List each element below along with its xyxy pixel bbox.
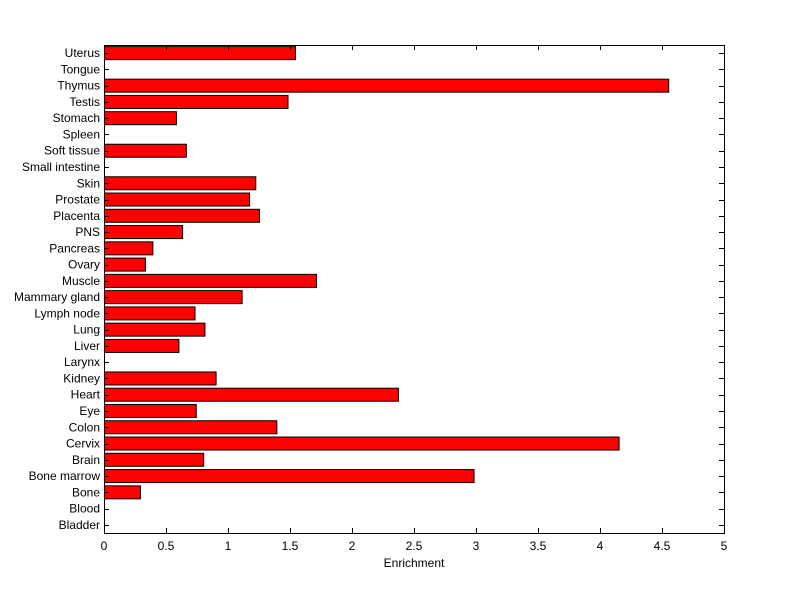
bar-cervix xyxy=(104,436,620,451)
y-tick-label: Soft tissue xyxy=(44,144,100,158)
x-axis-title: Enrichment xyxy=(384,556,445,570)
y-tick-label: Lymph node xyxy=(34,306,100,320)
bar-prostate xyxy=(104,192,251,207)
bar-lymph-node xyxy=(104,306,196,321)
y-tick-label: Eye xyxy=(79,404,100,418)
y-tick-label: Pancreas xyxy=(49,241,100,255)
bar-bone-marrow xyxy=(104,469,475,484)
y-tick-label: Cervix xyxy=(66,437,100,451)
bar-bone xyxy=(104,485,141,500)
plot-area xyxy=(104,45,725,534)
x-tick-label: 2 xyxy=(349,539,356,553)
y-tick-label: Muscle xyxy=(62,274,100,288)
bar-ovary xyxy=(104,257,146,272)
y-tick-label: Blood xyxy=(69,502,100,516)
x-tick-label: 2.5 xyxy=(406,539,423,553)
bar-muscle xyxy=(104,273,318,288)
bar-uterus xyxy=(104,46,296,61)
bar-lung xyxy=(104,322,206,337)
bar-soft-tissue xyxy=(104,143,187,158)
bar-colon xyxy=(104,420,278,435)
x-tick-label: 3 xyxy=(473,539,480,553)
y-tick-label: Tongue xyxy=(61,62,101,76)
bar-pns xyxy=(104,225,184,240)
bar-eye xyxy=(104,403,197,419)
y-tick-label: Larynx xyxy=(64,355,100,369)
bar-pancreas xyxy=(104,241,154,256)
x-tick-label: 5 xyxy=(721,539,728,553)
y-tick-label: Small intestine xyxy=(22,160,100,174)
bar-skin xyxy=(104,176,257,191)
bar-brain xyxy=(104,452,205,467)
y-tick-label: Colon xyxy=(69,420,100,434)
y-tick-label: Brain xyxy=(72,453,100,467)
y-tick-label: Heart xyxy=(71,388,101,402)
y-tick-label: Skin xyxy=(77,176,100,190)
y-tick-label: Mammary gland xyxy=(14,290,100,304)
y-tick-label: Ovary xyxy=(68,258,100,272)
bar-thymus xyxy=(104,78,670,93)
bar-testis xyxy=(104,94,289,109)
x-tick-label: 0.5 xyxy=(158,539,175,553)
y-tick-label: PNS xyxy=(75,225,100,239)
x-tick-label: 4.5 xyxy=(654,539,671,553)
y-tick-label: Placenta xyxy=(53,209,100,223)
y-tick-label: Liver xyxy=(74,339,100,353)
y-tick-label: Stomach xyxy=(53,111,100,125)
y-tick-label: Uterus xyxy=(65,46,100,60)
y-tick-label: Bone xyxy=(72,485,100,499)
y-tick-label: Testis xyxy=(69,95,100,109)
x-tick-label: 3.5 xyxy=(530,539,547,553)
x-tick-label: 1.5 xyxy=(282,539,299,553)
y-tick-label: Prostate xyxy=(55,193,100,207)
x-tick-label: 1 xyxy=(225,539,232,553)
y-tick-label: Spleen xyxy=(63,127,100,141)
y-tick-label: Thymus xyxy=(57,79,100,93)
x-tick-label: 4 xyxy=(597,539,604,553)
x-tick-label: 0 xyxy=(101,539,108,553)
bar-stomach xyxy=(104,111,177,126)
bar-liver xyxy=(104,338,180,353)
y-tick-label: Bladder xyxy=(59,518,100,532)
bar-heart xyxy=(104,387,399,402)
bar-mammary-gland xyxy=(104,290,243,305)
y-tick-label: Kidney xyxy=(63,371,100,385)
bar-kidney xyxy=(104,371,217,386)
bar-placenta xyxy=(104,208,260,223)
y-tick-label: Lung xyxy=(73,323,100,337)
y-tick-label: Bone marrow xyxy=(29,469,101,483)
